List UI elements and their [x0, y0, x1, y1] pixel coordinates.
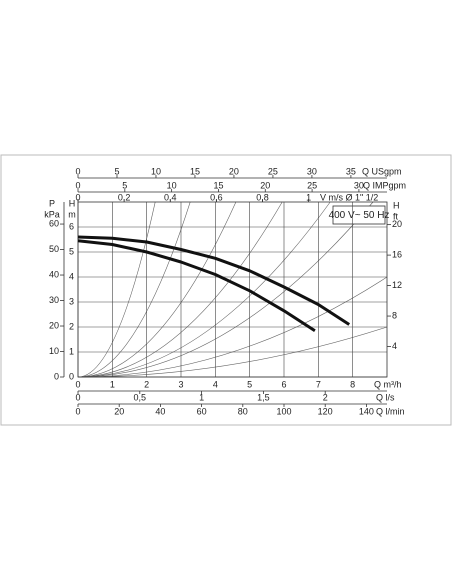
x-tick-label: 15 [213, 180, 223, 190]
x-tick-label: 25 [268, 166, 278, 176]
annotation: 400 V~ 50 Hz [329, 210, 390, 221]
y-tick-label: 60 [49, 218, 59, 228]
x-tick-label: 10 [167, 180, 177, 190]
system-curve [77, 201, 156, 378]
x-tick-label: 0 [75, 379, 80, 389]
system-curve [77, 201, 374, 378]
x-tick-label: 2 [144, 379, 149, 389]
y-tick-label: 12 [392, 280, 402, 290]
y-tick-label: 50 [49, 244, 59, 254]
x-tick-label: 20 [229, 166, 239, 176]
system-curve [77, 201, 283, 378]
y-tick-label: 20 [49, 320, 59, 330]
x-tick-label: 60 [197, 406, 207, 416]
x-axis-label: Q IMPgpm [363, 180, 406, 190]
y-tick-label: 4 [69, 271, 74, 281]
x-tick-label: 15 [190, 166, 200, 176]
x-tick-label: 1 [199, 392, 204, 402]
y-tick-label: 1 [69, 346, 74, 356]
system-curve [77, 201, 331, 378]
y-tick-label: 2 [69, 321, 74, 331]
y-tick-label: 8 [392, 310, 397, 320]
y-axis-label: P [49, 198, 55, 208]
y-tick-label: 3 [69, 296, 74, 306]
x-tick-label: 5 [114, 166, 119, 176]
y-tick-label: 0 [54, 371, 59, 381]
x-tick-label: 0 [75, 192, 80, 202]
x-axis-label: Q l/s [376, 392, 395, 402]
annotation-box [332, 205, 386, 225]
x-tick-label: 0,8 [256, 192, 269, 202]
system-curve [77, 201, 237, 378]
y-axis-label: ft [393, 211, 399, 221]
pump-curve [77, 239, 316, 333]
x-tick-label: 5 [247, 379, 252, 389]
y-axis-label: m [68, 209, 76, 219]
frame [0, 154, 452, 426]
plot-area [77, 201, 388, 378]
x-tick-label: 30 [307, 166, 317, 176]
y-tick-label: 5 [69, 246, 74, 256]
x-tick-label: 20 [114, 406, 124, 416]
x-tick-label: 0 [75, 180, 80, 190]
x-tick-label: 0 [75, 406, 80, 416]
x-tick-label: 0 [75, 392, 80, 402]
x-tick-label: 25 [307, 180, 317, 190]
x-tick-label: 8 [350, 379, 355, 389]
system-curves [77, 201, 388, 378]
x-tick-label: 0,5 [134, 392, 147, 402]
x-tick-label: 0,4 [164, 192, 177, 202]
x-tick-label: 80 [238, 406, 248, 416]
x-tick-label: 5 [122, 180, 127, 190]
y-axis-label: kPa [44, 209, 60, 219]
x-axis-label: V m/s Ø 1" 1/2 [320, 192, 378, 202]
y-tick-label: 0 [69, 371, 74, 381]
y-tick-label: 4 [392, 341, 397, 351]
y-tick-label: 6 [69, 221, 74, 231]
y-axis-label: H [69, 198, 76, 208]
x-tick-label: 0,2 [118, 192, 131, 202]
x-axis-label: Q l/min [376, 406, 405, 416]
x-tick-label: 2 [323, 392, 328, 402]
x-tick-label: 7 [316, 379, 321, 389]
x-tick-label: 20 [260, 180, 270, 190]
system-curve [77, 326, 388, 378]
y-tick-label: 16 [392, 249, 402, 259]
y-axis-label: H [393, 200, 400, 210]
pump-curve [77, 235, 351, 326]
x-tick-label: 100 [276, 406, 291, 416]
system-curve [77, 201, 191, 378]
x-tick-label: 1 [306, 192, 311, 202]
x-axis-label: Q m³/h [374, 379, 402, 389]
y-tick-label: 10 [49, 346, 59, 356]
x-tick-label: 120 [318, 406, 333, 416]
x-tick-label: 140 [359, 406, 374, 416]
x-tick-label: 30 [354, 180, 364, 190]
y-tick-label: 40 [49, 269, 59, 279]
x-tick-label: 4 [213, 379, 218, 389]
x-tick-label: 10 [151, 166, 161, 176]
x-tick-label: 1,5 [257, 392, 270, 402]
x-tick-label: 35 [346, 166, 356, 176]
x-tick-label: 40 [155, 406, 165, 416]
x-tick-label: 3 [178, 379, 183, 389]
x-tick-label: 0,6 [210, 192, 223, 202]
x-tick-label: 6 [281, 379, 286, 389]
x-tick-label: 1 [110, 379, 115, 389]
x-axis-label: Q USgpm [362, 166, 402, 176]
y-tick-label: 30 [49, 295, 59, 305]
x-tick-label: 0 [75, 166, 80, 176]
y-tick-label: 20 [392, 219, 402, 229]
